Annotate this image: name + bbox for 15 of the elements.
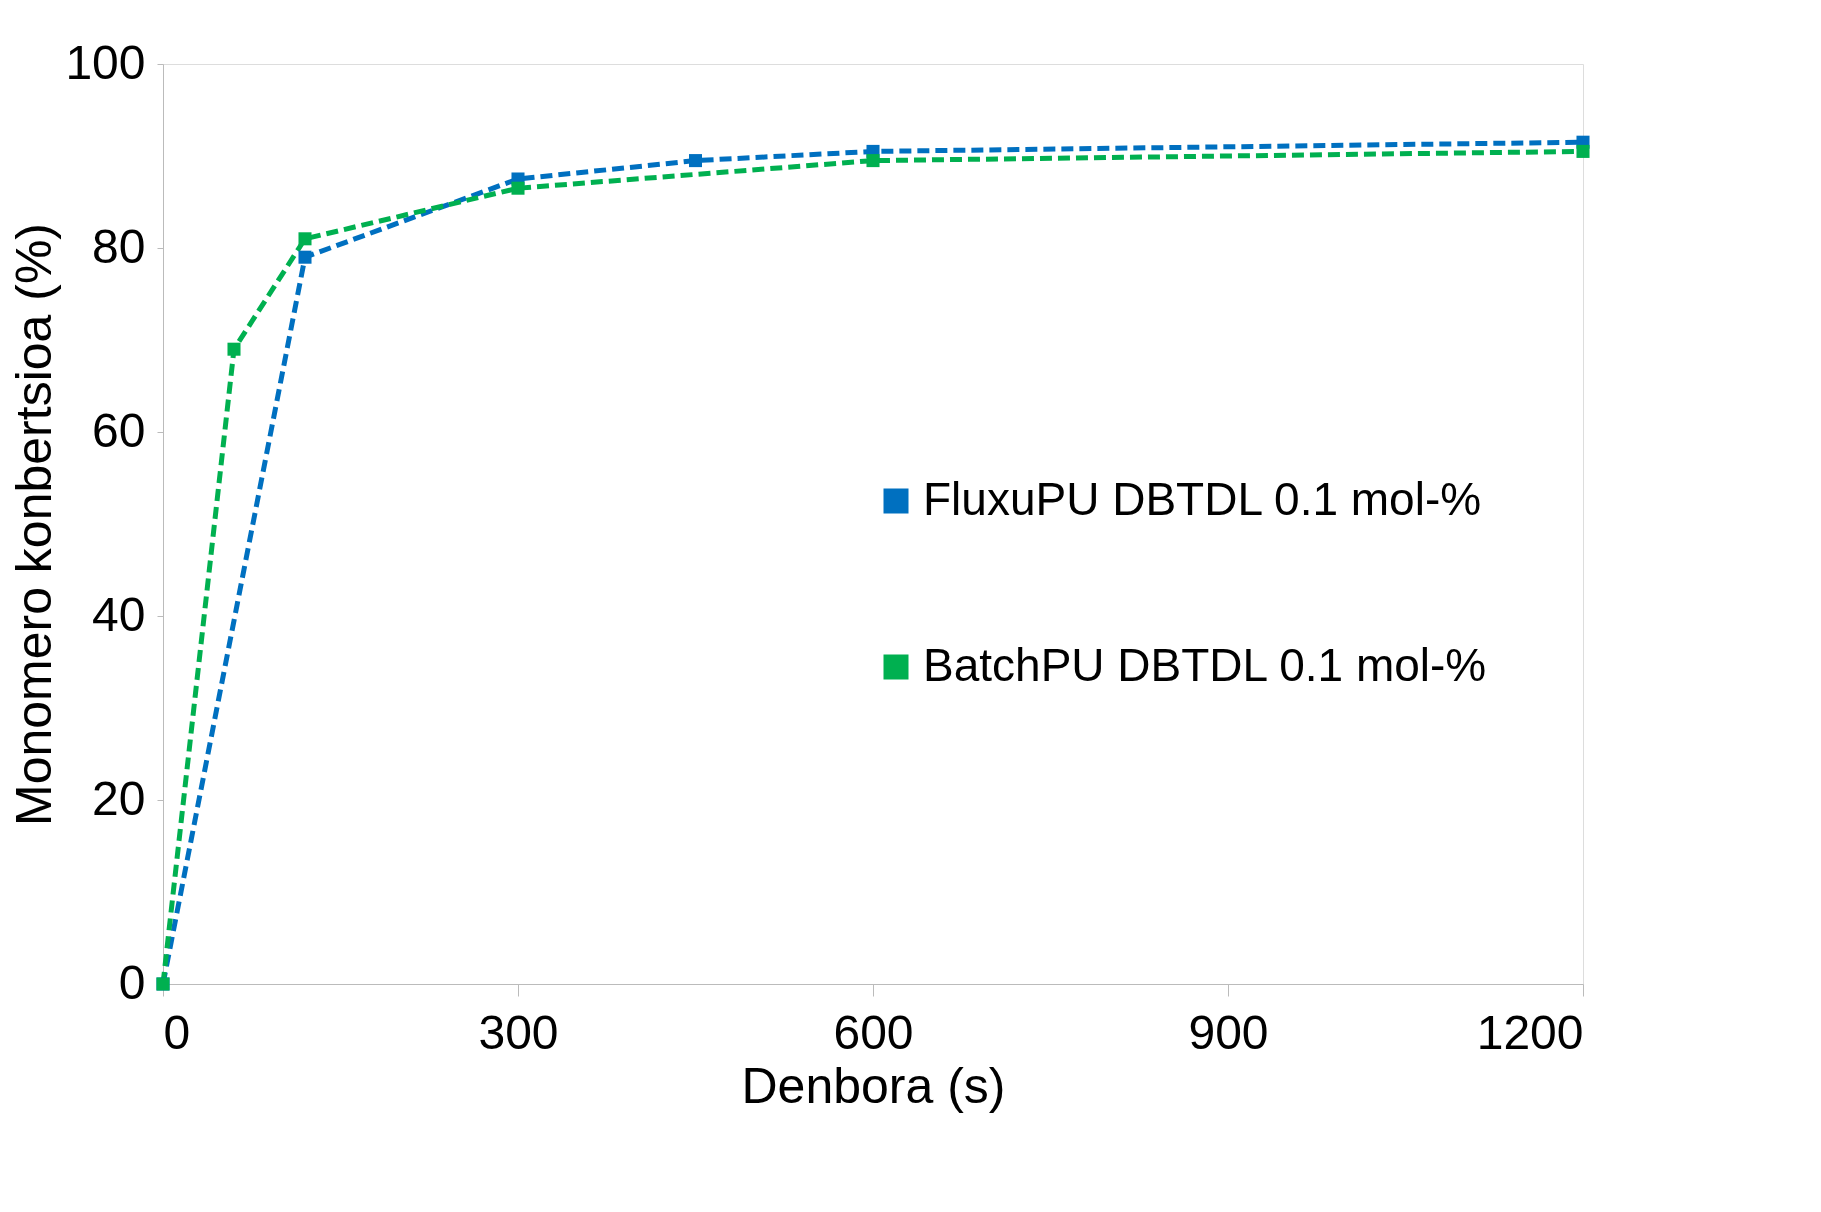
legend-label: BatchPU DBTDL 0.1 mol-%: [923, 639, 1487, 691]
x-tick-label: 900: [1188, 1005, 1269, 1059]
x-tick-label: 600: [833, 1005, 914, 1059]
y-tick-label: 40: [92, 587, 146, 641]
y-axis-title: Monomero konbertsioa (%): [6, 222, 63, 827]
x-axis-title: Denbora (s): [741, 1057, 1006, 1114]
x-tick-label: 0: [163, 1005, 191, 1059]
y-tick-label: 20: [92, 771, 146, 825]
y-tick-label: 80: [92, 219, 146, 273]
x-tick-label: 300: [478, 1005, 559, 1059]
y-tick-label: 0: [118, 955, 146, 1009]
y-tick-label: 100: [65, 35, 146, 89]
y-tick-label: 60: [92, 403, 146, 457]
x-tick-label: 1200: [1476, 1005, 1584, 1059]
legend-label: FluxuPU DBTDL 0.1 mol-%: [923, 473, 1482, 525]
